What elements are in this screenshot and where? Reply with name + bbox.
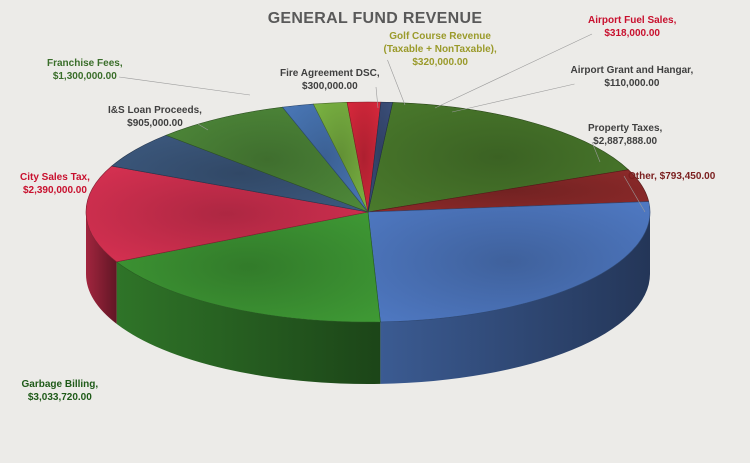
- pie-slice-3: [115, 211, 381, 323]
- pie-slice-6: [165, 106, 369, 213]
- slice-label-text: Airport Fuel Sales,: [588, 15, 677, 26]
- slice-label-7: Fire Agreement DSC, $300,000.00: [280, 67, 380, 93]
- pie-side-4: [86, 212, 117, 324]
- slice-label-text: Fire Agreement DSC,: [280, 68, 380, 79]
- slice-label-text: Airport Grant and Hangar,: [570, 65, 694, 76]
- leader-line-1: [623, 175, 646, 213]
- slice-label-text: Garbage Billing,: [21, 379, 99, 390]
- pie-slice-2: [367, 201, 651, 323]
- slice-label-5: I&S Loan Proceeds, $905,000.00: [108, 104, 202, 130]
- pie-side-3: [116, 261, 381, 385]
- slice-value: $3,033,720.00: [27, 392, 92, 403]
- slice-value: $905,000.00: [127, 118, 183, 129]
- slice-value: $110,000.00: [604, 78, 660, 89]
- slice-label-text: Other, $793,450.00: [628, 171, 716, 182]
- leader-line-5: [197, 123, 209, 131]
- leader-line-0: [591, 141, 601, 163]
- pie-side-walls: [86, 212, 650, 385]
- slice-label-3: Garbage Billing, $3,033,720.00: [22, 378, 99, 404]
- slice-value: $320,000.00: [412, 57, 468, 68]
- slice-label-8: Golf Course Revenue (Taxable + NonTaxable…: [384, 30, 497, 69]
- slice-label-9: Airport Fuel Sales, $318,000.00: [588, 14, 676, 40]
- slice-value: $2,390,000.00: [22, 185, 87, 196]
- pie-slice-0: [367, 102, 630, 213]
- slice-value: $2,887,888.00: [593, 136, 658, 147]
- slice-label-1: Other, $793,450.00: [628, 170, 715, 183]
- slice-label-text: Franchise Fees,: [47, 58, 123, 69]
- leader-lines: [118, 33, 646, 213]
- pie-slice-10: [367, 101, 393, 213]
- slice-label-4: City Sales Tax, $2,390,000.00: [20, 171, 90, 197]
- slice-label-text: City Sales Tax,: [20, 172, 90, 183]
- slice-value: $318,000.00: [604, 28, 660, 39]
- slice-value: $300,000.00: [302, 81, 358, 92]
- leader-line-10: [451, 83, 575, 113]
- slice-label-text: I&S Loan Proceeds,: [108, 105, 202, 116]
- pie-slices: [85, 101, 651, 323]
- slice-label-text: (Taxable + NonTaxable),: [383, 44, 497, 55]
- slice-value: $1,300,000.00: [52, 71, 117, 82]
- slice-label-0: Property Taxes, $2,887,888.00: [588, 122, 662, 148]
- chart-title: GENERAL FUND REVENUE: [267, 10, 483, 27]
- slice-label-10: Airport Grant and Hangar, $110,000.00: [571, 64, 694, 90]
- slice-label-6: Franchise Fees, $1,300,000.00: [47, 57, 123, 83]
- pie-side-2: [380, 212, 650, 384]
- leader-line-9: [434, 33, 593, 109]
- pie-slice-4: [85, 165, 369, 263]
- slice-label-text: Golf Course Revenue: [389, 31, 491, 42]
- leader-line-6: [118, 76, 251, 96]
- leader-line-8: [387, 59, 406, 106]
- leader-line-7: [375, 86, 379, 109]
- slice-label-text: Property Taxes,: [588, 123, 663, 134]
